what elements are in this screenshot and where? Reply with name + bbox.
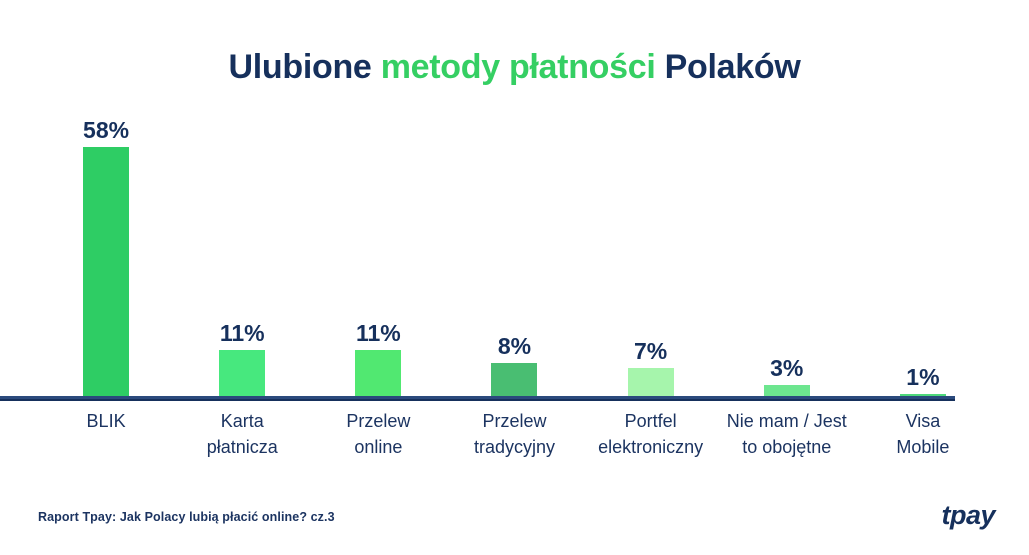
bar-value-label: 3% bbox=[770, 355, 804, 381]
tpay-logo: tpay bbox=[941, 500, 995, 530]
bar-value-label: 1% bbox=[906, 364, 940, 390]
source-note: Raport Tpay: Jak Polacy lubią płacić onl… bbox=[38, 510, 335, 524]
x-axis-label: Portfel elektroniczny bbox=[598, 411, 704, 457]
plot-area: 58% 11% 11% 8% 7% 3% 1% bbox=[38, 108, 991, 398]
bar-value-label: 58% bbox=[83, 117, 130, 143]
x-axis-label: Przelew tradycyjny bbox=[473, 411, 555, 457]
bar-rect[interactable] bbox=[83, 147, 130, 398]
bar-group[interactable]: 11% bbox=[174, 108, 310, 398]
title-part-1: Ulubione bbox=[228, 48, 381, 86]
bar-value-label: 11% bbox=[219, 320, 265, 346]
bar-group[interactable]: 3% bbox=[719, 108, 855, 398]
bar-rect[interactable] bbox=[491, 363, 538, 398]
bar-rect[interactable] bbox=[355, 350, 402, 398]
bar-rect[interactable] bbox=[627, 368, 674, 398]
x-axis-label: Karta płatnicza bbox=[206, 411, 278, 457]
bar-group[interactable]: 8% bbox=[446, 108, 582, 398]
bar-rect[interactable] bbox=[219, 350, 266, 398]
bar-rect[interactable] bbox=[763, 385, 810, 398]
page-title: Ulubione metody płatności Polaków bbox=[0, 48, 1029, 87]
bar-group[interactable]: 11% bbox=[310, 108, 446, 398]
x-axis-label: Nie mam / Jest to obojętne bbox=[726, 411, 847, 457]
bar-value-label: 8% bbox=[497, 333, 532, 359]
bar-group[interactable]: 1% bbox=[855, 108, 991, 398]
title-part-2: Polaków bbox=[655, 48, 801, 86]
x-axis-line bbox=[0, 396, 955, 399]
bar-value-label: 7% bbox=[634, 338, 668, 364]
x-axis-label: Przelew online bbox=[346, 411, 411, 457]
x-axis-label: Visa Mobile bbox=[896, 411, 950, 457]
bar-group[interactable]: 7% bbox=[583, 108, 719, 398]
title-accent: metody płatności bbox=[380, 48, 656, 86]
x-axis-line-shadow bbox=[0, 399, 955, 401]
x-axis-label: BLIK bbox=[86, 411, 126, 431]
x-axis-labels: BLIK Karta płatnicza Przelew online Przelew… bbox=[38, 408, 991, 460]
bar-group[interactable]: 58% bbox=[38, 108, 174, 398]
bar-series: 58% 11% 11% 8% 7% 3% 1% bbox=[38, 108, 991, 398]
bar-value-label: 11% bbox=[355, 320, 401, 346]
